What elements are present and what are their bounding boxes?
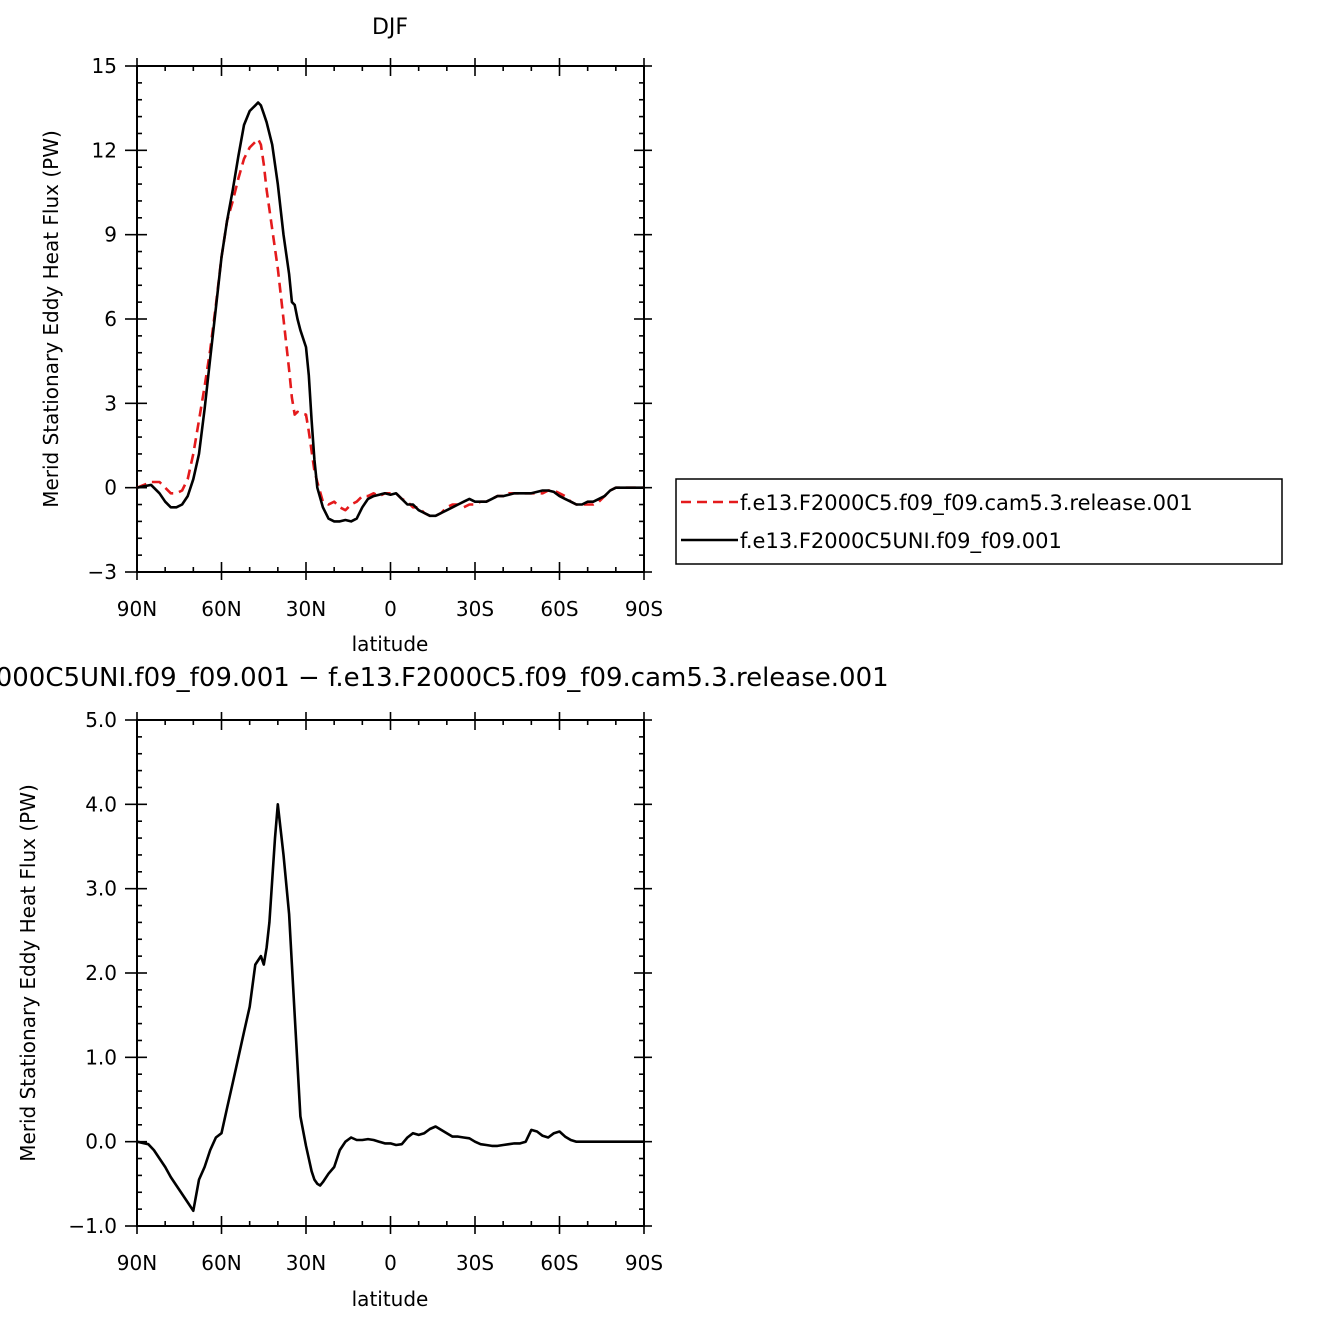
- legend-box: [675, 478, 1283, 565]
- bottom-chart-x-tick-label: 30S: [456, 1251, 494, 1275]
- bottom-chart-x-tick-label: 30N: [286, 1251, 326, 1275]
- bottom-chart-y-tick-label: 1.0: [85, 1045, 117, 1069]
- bottom-chart-x-axis-label: latitude: [352, 1287, 429, 1311]
- top-chart-x-tick-label: 0: [384, 597, 397, 621]
- bottom-chart-y-tick-label: 5.0: [85, 708, 117, 732]
- bottom-chart-series-line-0: [136, 802, 644, 1213]
- top-chart-y-tick-label: 15: [92, 54, 117, 78]
- top-chart-series-line-0: [136, 137, 644, 518]
- top-chart-y-tick-label: 9: [104, 223, 117, 247]
- top-chart: DJF 90N 60N 30N 0 30S 60S 90S −3 0 3 6 9 12 15 latit…: [39, 15, 663, 656]
- top-chart-x-tick-label: 60S: [540, 597, 578, 621]
- top-chart-x-axis-label: latitude: [352, 632, 429, 656]
- bottom-chart-y-tick-label: 0.0: [85, 1130, 117, 1154]
- top-chart-y-tick-labels: −3 0 3 6 9 12 15: [88, 54, 117, 584]
- top-chart-y-tick-label: −3: [88, 560, 117, 584]
- top-chart-series: [136, 101, 644, 523]
- top-chart-y-axis-label: Merid Stationary Eddy Heat Flux (PW): [39, 130, 63, 508]
- bottom-chart-y-tick-label: 2.0: [85, 961, 117, 985]
- top-chart-x-tick-label: 30S: [456, 597, 494, 621]
- bottom-chart-y-axis-label: Merid Stationary Eddy Heat Flux (PW): [16, 784, 40, 1162]
- bottom-chart-x-tick-label: 0: [384, 1251, 397, 1275]
- bottom-chart-x-tick-label: 60S: [540, 1251, 578, 1275]
- legend-label-series-1: f.e13.F2000C5UNI.f09_f09.001: [740, 529, 1062, 554]
- top-chart-x-tick-label: 30N: [286, 597, 326, 621]
- bottom-chart-x-tick-labels: 90N 60N 30N 0 30S 60S 90S: [117, 1251, 663, 1275]
- bottom-chart-y-tick-label: 3.0: [85, 877, 117, 901]
- top-chart-title: DJF: [372, 15, 408, 40]
- top-chart-x-tick-label: 60N: [201, 597, 241, 621]
- top-chart-y-tick-label: 3: [104, 391, 117, 415]
- top-chart-y-tick-label: 6: [104, 307, 117, 331]
- top-chart-x-tick-label: 90S: [625, 597, 663, 621]
- bottom-chart-ticks: [125, 712, 652, 1234]
- bottom-chart-y-tick-label: 4.0: [85, 792, 117, 816]
- bottom-chart-series: [136, 802, 644, 1213]
- bottom-chart: f.e13.F2000C5UNI.f09_f09.001 − f.e13.F20…: [0, 663, 889, 1311]
- bottom-chart-title: f.e13.F2000C5UNI.f09_f09.001 − f.e13.F20…: [0, 663, 889, 693]
- bottom-chart-plot-frame: [136, 719, 645, 1227]
- bottom-chart-x-tick-label: 60N: [201, 1251, 241, 1275]
- bottom-chart-x-tick-label: 90N: [117, 1251, 157, 1275]
- top-chart-y-tick-label: 0: [104, 476, 117, 500]
- top-chart-x-tick-label: 90N: [117, 597, 157, 621]
- bottom-chart-y-tick-label: −1.0: [68, 1214, 117, 1238]
- bottom-chart-y-tick-labels: −1.0 0.0 1.0 2.0 3.0 4.0 5.0: [68, 708, 117, 1238]
- top-chart-x-tick-labels: 90N 60N 30N 0 30S 60S 90S: [117, 597, 663, 621]
- bottom-chart-x-tick-label: 90S: [625, 1251, 663, 1275]
- top-chart-series-line-1: [136, 101, 644, 523]
- top-chart-y-tick-label: 12: [92, 138, 117, 162]
- top-chart-legend: f.e13.F2000C5.f09_f09.cam5.3.release.001…: [675, 478, 1283, 565]
- legend-label-series-0: f.e13.F2000C5.f09_f09.cam5.3.release.001: [740, 491, 1193, 516]
